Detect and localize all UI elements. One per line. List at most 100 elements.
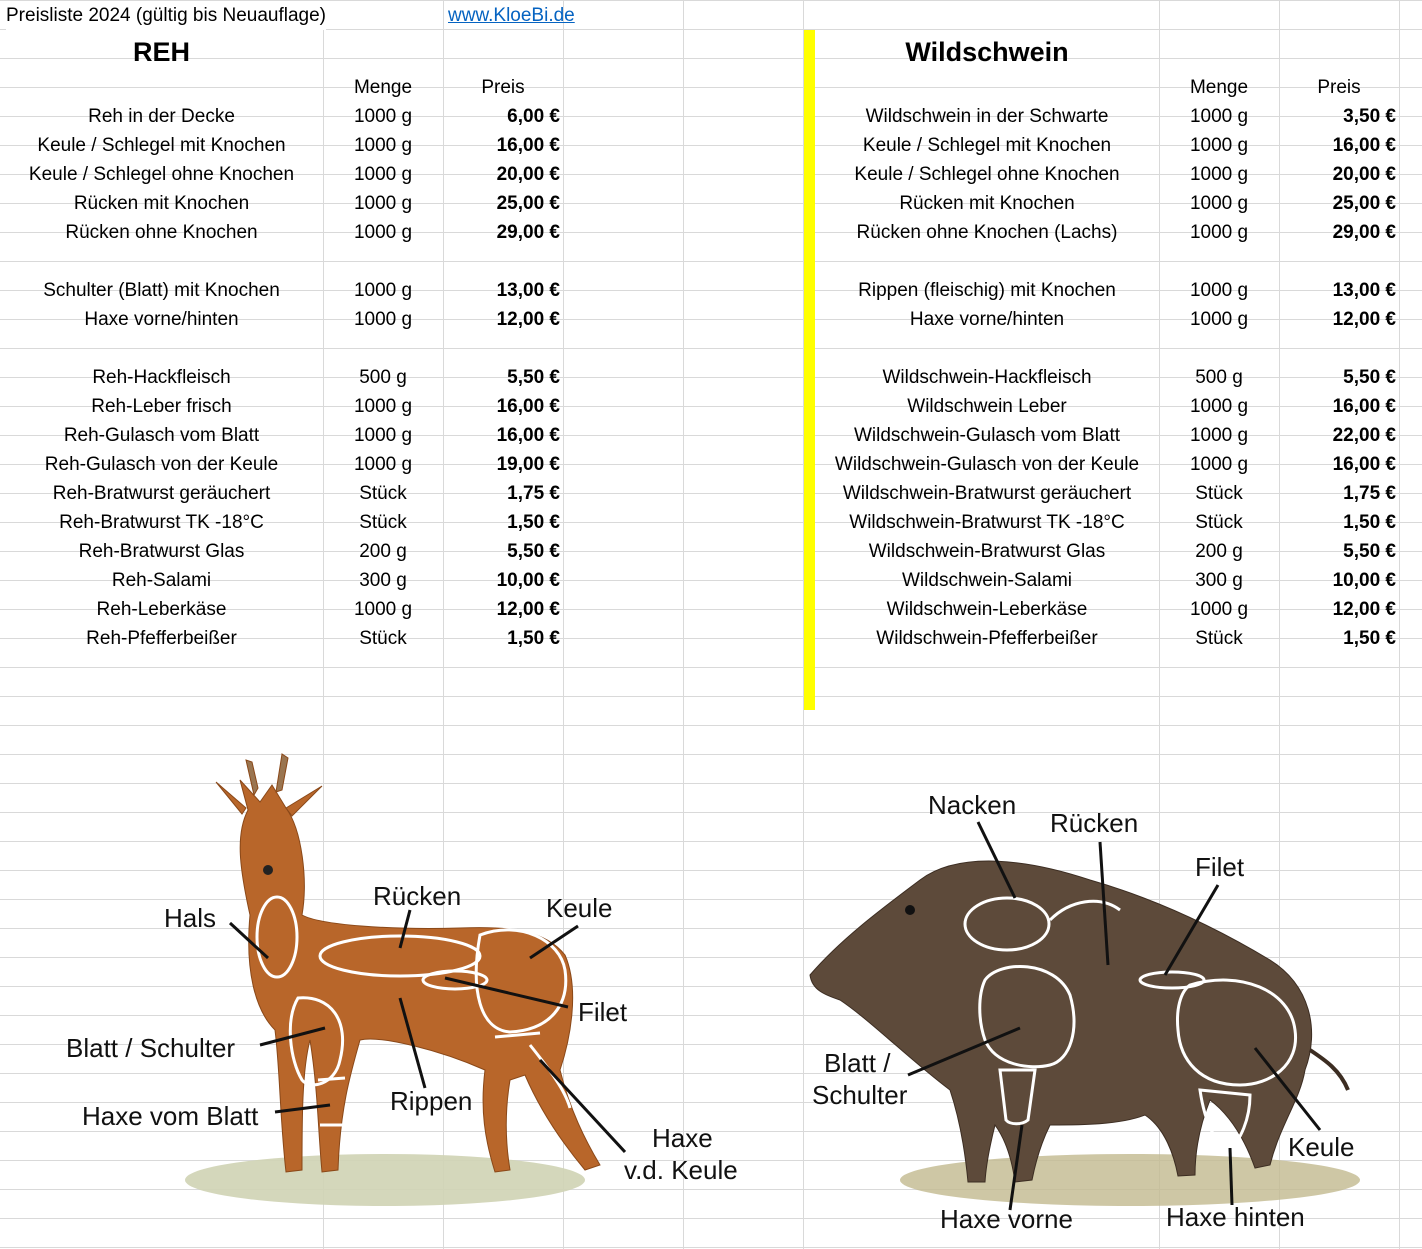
reh-item-name: Reh-Salami [111,570,212,591]
reh-item-price: 5,50 € [507,541,560,562]
reh-item-qty: 1000 g [353,599,413,620]
grid-column-line [323,0,324,1249]
wildschwein-item-price: 13,00 € [1332,280,1396,301]
label-rippen: Rippen [390,1086,472,1116]
boar-leader-lines [907,821,1322,1211]
label-blatt-schulter: Blatt / Schulter [66,1033,235,1063]
wildschwein-item-name: Wildschwein-Hackfleisch [882,367,1092,388]
wildschwein-item-price: 10,00 € [1332,570,1396,591]
label-hals: Hals [164,903,216,933]
reh-item-name: Schulter (Blatt) mit Knochen [43,280,280,301]
deer-labels: Hals Rücken Keule Filet Blatt / Schulter… [66,881,738,1185]
wildschwein-item-price: 16,00 € [1332,454,1396,475]
reh-item-name: Reh-Gulasch vom Blatt [63,425,260,446]
wildschwein-item-qty: 1000 g [1189,222,1249,243]
reh-item-name: Reh-Gulasch von der Keule [44,454,279,475]
reh-item-price: 1,50 € [507,628,560,649]
wildschwein-item-qty: 300 g [1195,570,1243,591]
wildschwein-item-qty: 1000 g [1189,599,1249,620]
reh-item-name: Rücken mit Knochen [73,193,250,214]
reh-item-name: Reh-Bratwurst TK -18°C [59,512,264,533]
reh-preis-header: Preis [481,77,525,98]
reh-item-name: Reh-Hackfleisch [92,367,231,388]
reh-item-price: 16,00 € [496,135,560,156]
grid-column-line [1279,0,1280,1249]
reh-item-name: Haxe vorne/hinten [84,309,239,330]
label-haxe-vom-blatt: Haxe vom Blatt [82,1101,259,1131]
reh-item-qty: 1000 g [353,135,413,156]
wildschwein-item-qty: 1000 g [1189,309,1249,330]
wildschwein-item-qty: 1000 g [1189,425,1249,446]
reh-item-price: 1,75 € [507,483,560,504]
boar-cuts-diagram: Nacken Rücken Filet Blatt / Schulter Keu… [809,790,1360,1234]
reh-item-qty: 300 g [359,570,407,591]
reh-item-name: Reh-Bratwurst geräuchert [52,483,271,504]
reh-item-qty: 1000 g [353,106,413,127]
website-link[interactable]: www.KloeBi.de [448,5,575,26]
wildschwein-item-qty: 1000 g [1189,454,1249,475]
wildschwein-item-price: 12,00 € [1332,599,1396,620]
wildschwein-item-name: Wildschwein-Bratwurst Glas [868,541,1106,562]
deer-leader-lines [228,909,627,1154]
wildschwein-item-qty: 1000 g [1189,164,1249,185]
reh-item-qty: 1000 g [353,309,413,330]
wildschwein-item-price: 1,50 € [1343,512,1396,533]
label-vd-keule: v.d. Keule [624,1155,738,1185]
reh-item-name: Keule / Schlegel ohne Knochen [28,164,295,185]
wildschwein-item-name: Keule / Schlegel mit Knochen [862,135,1112,156]
wildschwein-item-name: Wildschwein-Bratwurst TK -18°C [849,512,1125,533]
wildschwein-item-name: Wildschwein-Gulasch von der Keule [834,454,1140,475]
wildschwein-item-qty: 1000 g [1189,106,1249,127]
wildschwein-item-price: 25,00 € [1332,193,1396,214]
label-haxe-vorne: Haxe vorne [940,1204,1073,1234]
boar-silhouette [809,860,1350,1183]
grid-column-line [563,0,564,1249]
reh-item-qty: 500 g [359,367,407,388]
reh-item-name: Reh-Leberkäse [96,599,227,620]
reh-item-qty: 1000 g [353,425,413,446]
deer-nose [263,865,273,875]
label-ruecken: Rücken [373,881,461,911]
boar-labels: Nacken Rücken Filet Blatt / Schulter Keu… [812,790,1355,1234]
wildschwein-item-name: Wildschwein-Gulasch vom Blatt [853,425,1121,446]
reh-item-price: 16,00 € [496,425,560,446]
reh-item-price: 12,00 € [496,309,560,330]
reh-item-price: 20,00 € [496,164,560,185]
wildschwein-item-qty: 1000 g [1189,193,1249,214]
reh-item-qty: Stück [359,512,407,533]
reh-title: REH [132,37,190,67]
wildschwein-item-price: 3,50 € [1343,106,1396,127]
wildschwein-item-price: 29,00 € [1332,222,1396,243]
deer-cuts-diagram: Hals Rücken Keule Filet Blatt / Schulter… [66,753,738,1206]
wildschwein-menge-header: Menge [1189,77,1249,98]
reh-item-price: 1,50 € [507,512,560,533]
reh-item-price: 29,00 € [496,222,560,243]
reh-item-qty: 1000 g [353,193,413,214]
wildschwein-item-qty: 1000 g [1189,396,1249,417]
reh-item-name: Reh in der Decke [88,106,235,127]
wildschwein-item-name: Rücken ohne Knochen (Lachs) [856,222,1118,243]
wildschwein-item-name: Wildschwein Leber [907,396,1067,417]
wildschwein-item-price: 5,50 € [1343,367,1396,388]
label-blatt: Blatt / [824,1048,891,1078]
label-filet: Filet [1195,852,1245,882]
page-title: Preisliste 2024 (gültig bis Neuauflage) [6,1,327,30]
wildschwein-item-price: 22,00 € [1332,425,1396,446]
wildschwein-item-price: 16,00 € [1332,396,1396,417]
reh-item-price: 6,00 € [507,106,560,127]
reh-item-qty: 1000 g [353,454,413,475]
label-haxe-hinten: Haxe hinten [1166,1202,1305,1232]
reh-item-name: Reh-Pfefferbeißer [86,628,237,649]
reh-item-qty: Stück [359,483,407,504]
wildschwein-item-qty: 1000 g [1189,135,1249,156]
yellow-divider [804,30,815,710]
reh-item-qty: 1000 g [353,164,413,185]
wildschwein-title: Wildschwein [905,37,1069,67]
wildschwein-item-name: Rücken mit Knochen [899,193,1075,214]
reh-item-qty: 1000 g [353,222,413,243]
reh-item-price: 10,00 € [496,570,560,591]
wildschwein-item-name: Wildschwein-Pfefferbeißer [876,628,1098,649]
reh-item-qty: Stück [359,628,407,649]
label-schulter: Schulter [812,1080,908,1110]
wildschwein-item-name: Wildschwein-Salami [902,570,1072,591]
